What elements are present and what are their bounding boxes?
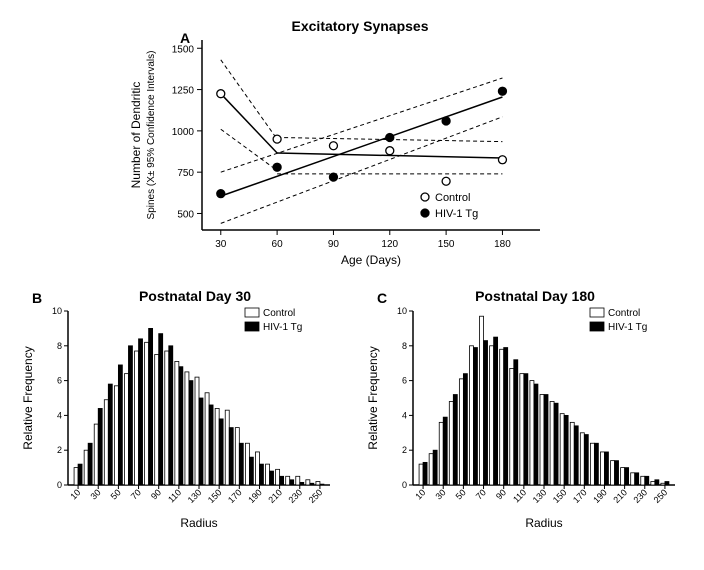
svg-text:1000: 1000 <box>172 127 195 138</box>
svg-text:Control: Control <box>608 308 640 319</box>
svg-text:8: 8 <box>57 341 62 351</box>
svg-text:250: 250 <box>652 487 670 505</box>
svg-text:70: 70 <box>474 487 488 501</box>
svg-text:0: 0 <box>57 480 62 490</box>
svg-text:Control: Control <box>435 192 470 204</box>
svg-text:4: 4 <box>57 410 62 420</box>
svg-text:1500: 1500 <box>172 44 195 55</box>
svg-text:90: 90 <box>494 487 508 501</box>
svg-text:110: 110 <box>511 487 528 504</box>
svg-text:170: 170 <box>226 487 244 505</box>
svg-text:2: 2 <box>402 445 407 455</box>
svg-text:90: 90 <box>328 239 340 250</box>
svg-text:50: 50 <box>109 487 123 501</box>
svg-text:90: 90 <box>149 487 163 501</box>
svg-text:110: 110 <box>166 487 183 504</box>
svg-text:150: 150 <box>206 487 224 505</box>
svg-text:230: 230 <box>631 487 649 505</box>
svg-text:Spines (X± 95% Confidence Inte: Spines (X± 95% Confidence Intervals) <box>146 51 157 220</box>
figure: A Excitatory Synapses 500750100012501500… <box>10 10 694 560</box>
svg-text:120: 120 <box>381 239 398 250</box>
svg-text:190: 190 <box>591 487 609 505</box>
panel-b-chart: 0 2 4 6 8 10 10 30 50 70 9011013015017019021023025… <box>10 285 352 565</box>
svg-text:190: 190 <box>246 487 264 505</box>
svg-text:70: 70 <box>129 487 143 501</box>
svg-text:Radius: Radius <box>525 516 562 530</box>
svg-text:30: 30 <box>215 239 227 250</box>
svg-text:30: 30 <box>433 487 447 501</box>
svg-text:130: 130 <box>531 487 549 505</box>
svg-text:6: 6 <box>402 376 407 386</box>
svg-text:30: 30 <box>88 487 102 501</box>
svg-text:130: 130 <box>186 487 204 505</box>
svg-text:10: 10 <box>68 487 82 501</box>
svg-text:HIV-1 Tg: HIV-1 Tg <box>608 322 647 333</box>
svg-text:150: 150 <box>438 239 455 250</box>
svg-text:HIV-1 Tg: HIV-1 Tg <box>263 322 302 333</box>
svg-text:6: 6 <box>57 376 62 386</box>
svg-text:750: 750 <box>177 168 194 179</box>
svg-text:150: 150 <box>551 487 569 505</box>
svg-text:180: 180 <box>494 239 511 250</box>
svg-text:Control: Control <box>263 308 295 319</box>
svg-text:0: 0 <box>402 480 407 490</box>
svg-text:Relative Frequency: Relative Frequency <box>366 346 380 449</box>
svg-text:500: 500 <box>177 209 194 220</box>
svg-text:230: 230 <box>286 487 304 505</box>
svg-text:10: 10 <box>413 487 427 501</box>
svg-text:250: 250 <box>307 487 325 505</box>
panel-c-chart: 0 2 4 6 8 10 10 30 50 70 9011013015017019021023025… <box>355 285 697 565</box>
svg-text:10: 10 <box>397 306 407 316</box>
svg-text:8: 8 <box>402 341 407 351</box>
panel-a-chart: 500 750 1000 1250 1500 30 60 90 120 150 180 Age (Da… <box>10 10 694 270</box>
svg-text:50: 50 <box>454 487 468 501</box>
svg-text:Relative Frequency: Relative Frequency <box>21 346 35 449</box>
svg-text:210: 210 <box>266 487 284 505</box>
svg-text:1250: 1250 <box>172 86 195 97</box>
svg-text:4: 4 <box>402 410 407 420</box>
svg-text:210: 210 <box>611 487 629 505</box>
svg-text:Radius: Radius <box>180 516 217 530</box>
svg-text:2: 2 <box>57 445 62 455</box>
svg-text:HIV-1 Tg: HIV-1 Tg <box>435 208 478 220</box>
svg-text:Number of Dendritic: Number of Dendritic <box>129 82 143 189</box>
svg-text:10: 10 <box>52 306 62 316</box>
svg-text:60: 60 <box>272 239 284 250</box>
svg-text:170: 170 <box>571 487 589 505</box>
svg-text:Age (Days): Age (Days) <box>341 253 401 267</box>
